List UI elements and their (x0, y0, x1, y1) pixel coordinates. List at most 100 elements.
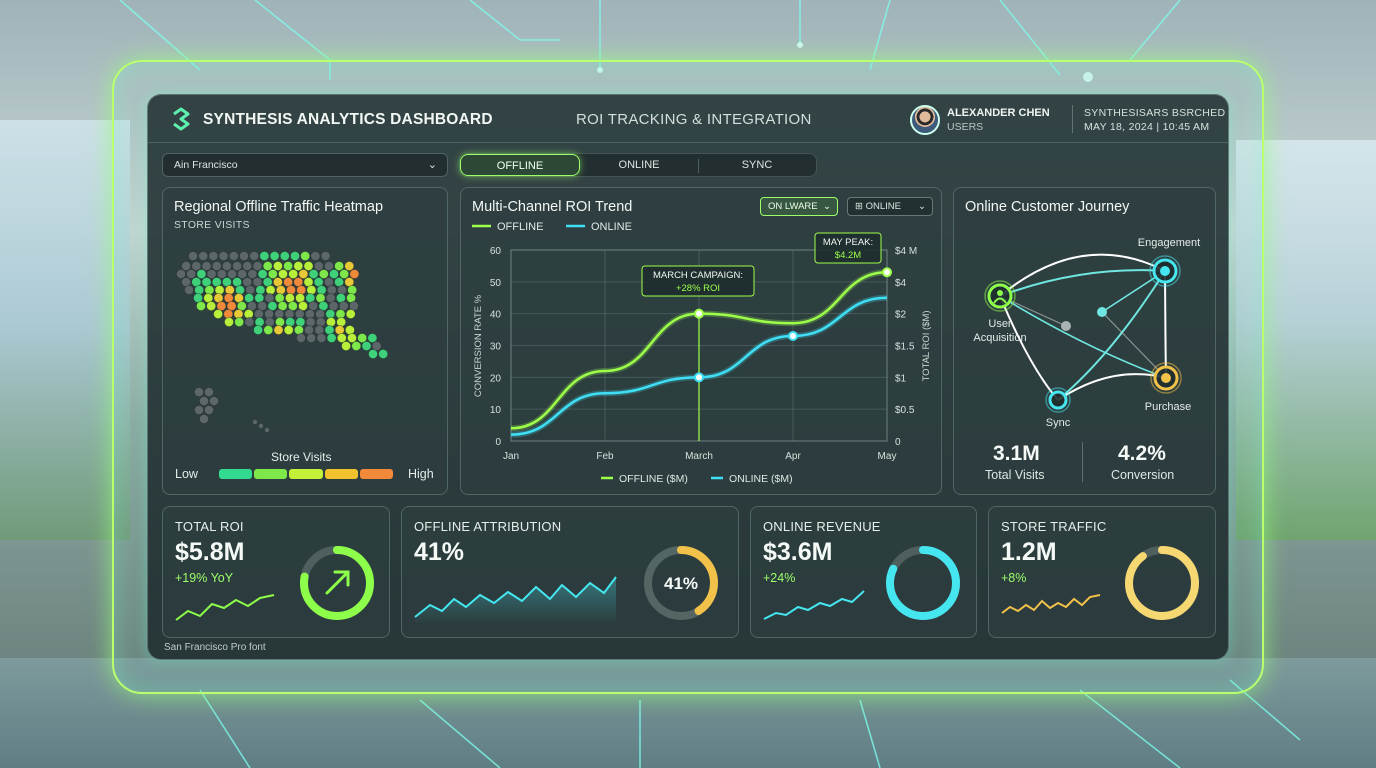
heatmap-hex (306, 285, 317, 295)
heatmap-hex (209, 396, 219, 406)
kpi-card-online-revenue[interactable]: ONLINE REVENUE $3.6M +24% (750, 506, 977, 638)
heatmap-hex (242, 261, 253, 271)
tab-sync[interactable]: SYNC (741, 159, 773, 171)
kpi-value: 1.2M (1001, 538, 1057, 566)
arrow-up-right-icon (325, 570, 350, 595)
heatmap-hex (326, 333, 337, 343)
heatmap-hex (258, 423, 264, 429)
x-tick-label: Apr (785, 451, 801, 462)
kpi-ring (300, 546, 374, 620)
tab-online[interactable]: ONLINE (618, 159, 660, 171)
heatmap-hex (227, 269, 237, 279)
journey-edge (1164, 270, 1167, 379)
conversion-value: 4.2% (1118, 442, 1166, 465)
data-point (694, 308, 704, 319)
node-label-acquisition: Acquisition (973, 332, 1026, 344)
heatmap-hex (264, 317, 275, 327)
legend-label-offline: OFFLINE (497, 221, 543, 233)
heatmap-hex (184, 285, 194, 295)
heatmap-hex (288, 269, 299, 279)
channel-dropdown-label: ONLINE (865, 201, 901, 212)
heatmap-hex (199, 396, 209, 406)
heatmap-hex (273, 325, 284, 335)
heatmap-hex (254, 317, 265, 327)
us-hex-heatmap[interactable] (163, 188, 449, 496)
heatmap-hex (367, 333, 378, 343)
y2-tick-label: $0.5 (895, 405, 915, 416)
kpi-value: $5.8M (175, 538, 245, 566)
app-title: SYNTHESIS ANALYTICS DASHBOARD (203, 111, 493, 128)
annotation-text: MARCH CAMPAIGN: (653, 270, 743, 281)
heatmap-hex (262, 261, 273, 271)
heatmap-hex (329, 269, 339, 279)
system-name: SYNTHESISARS BSRCHED (1084, 107, 1226, 119)
location-value: Ain Francisco (174, 159, 238, 171)
y2-tick-label: 0 (895, 437, 901, 448)
journey-edge (999, 253, 1166, 297)
heatmap-hex (310, 251, 321, 261)
kpi-card-store-traffic[interactable]: STORE TRAFFIC 1.2M +8% (988, 506, 1216, 638)
journey-graph[interactable]: User Acquisition Engagement Sync Purchase (954, 188, 1217, 496)
legend-swatch (289, 469, 323, 479)
heatmap-hex (316, 285, 327, 295)
channel-dropdown[interactable]: ⊞ ONLINE ⌄ (847, 197, 933, 216)
journey-edge (999, 295, 1059, 401)
kpi-value: 41% (414, 538, 465, 566)
x-tick-label: March (685, 451, 713, 462)
sparkline (414, 576, 617, 618)
heatmap-hex (305, 317, 316, 327)
heatmap-hex (211, 261, 222, 271)
datetime: MAY 18, 2024 | 10:45 AM (1084, 121, 1210, 133)
node-engagement-core (1160, 266, 1170, 276)
heatmap-hex (285, 317, 296, 327)
heatmap-hex (194, 387, 204, 397)
y2-tick-label: $4 M (895, 246, 917, 257)
heatmap-hex (224, 317, 234, 327)
heatmap-hex (336, 317, 347, 327)
heatmap-hex (218, 251, 229, 261)
heatmap-hex (279, 251, 290, 261)
heatmap-hex (237, 269, 248, 279)
heatmap-hex (198, 251, 209, 261)
heatmap-hex (326, 285, 337, 295)
tab-offline[interactable]: OFFLINE (460, 154, 580, 176)
heatmap-hex (334, 261, 344, 271)
heatmap-hex (245, 285, 256, 295)
legend-swatch (254, 469, 288, 479)
heatmap-legend-title: Store Visits (271, 450, 332, 464)
heatmap-hex (247, 269, 258, 279)
chart-filter-dropdown[interactable]: ON LWARE ⌄ (760, 197, 838, 216)
roi-chart-panel: Multi-Channel ROI Trend ON LWARE ⌄ ⊞ ONL… (460, 187, 942, 495)
journey-midpoint (1061, 321, 1071, 331)
sparkline-area (415, 577, 616, 624)
heatmap-hex (349, 269, 360, 279)
kpi-card-total-roi[interactable]: TOTAL ROI $5.8M +19% YoY (162, 506, 390, 638)
y-tick-label: 60 (490, 246, 502, 257)
ring-label: 41% (664, 574, 698, 593)
node-engagement-halo (1149, 255, 1181, 287)
total-visits-label: Total Visits (985, 468, 1045, 482)
march-annotation: MARCH CAMPAIGN: +28% ROI (641, 265, 755, 297)
heatmap-hex (194, 285, 205, 295)
kpi-ring (644, 546, 718, 620)
kpi-card-offline-attribution[interactable]: OFFLINE ATTRIBUTION 41% 41% (401, 506, 739, 638)
roi-line-chart[interactable]: OFFLINE ONLINE 0 10 20 30 40 50 60 0 $0.5 $1 $1.5 $2 $… (461, 188, 943, 496)
heatmap-hex (278, 269, 288, 279)
stats-divider (1082, 442, 1083, 482)
sparkline (1001, 594, 1101, 614)
heatmap-hex (344, 325, 355, 335)
heatmap-hex (194, 405, 204, 415)
location-select[interactable]: Ain Francisco ⌄ (162, 153, 448, 177)
heatmap-hex (224, 285, 235, 295)
heatmap-hex (216, 269, 227, 279)
user-avatar[interactable] (910, 105, 940, 135)
kpi-label: OFFLINE ATTRIBUTION (414, 519, 562, 534)
heatmap-hex (273, 261, 283, 271)
annotation-box (814, 232, 882, 264)
kpi-graphics (1001, 546, 1199, 620)
legend-swatch (324, 469, 358, 479)
kpi-change: +24% (763, 571, 796, 585)
node-label-sync: Sync (1046, 417, 1071, 429)
node-purchase-core (1161, 373, 1171, 383)
heatmap-hex (300, 251, 311, 261)
